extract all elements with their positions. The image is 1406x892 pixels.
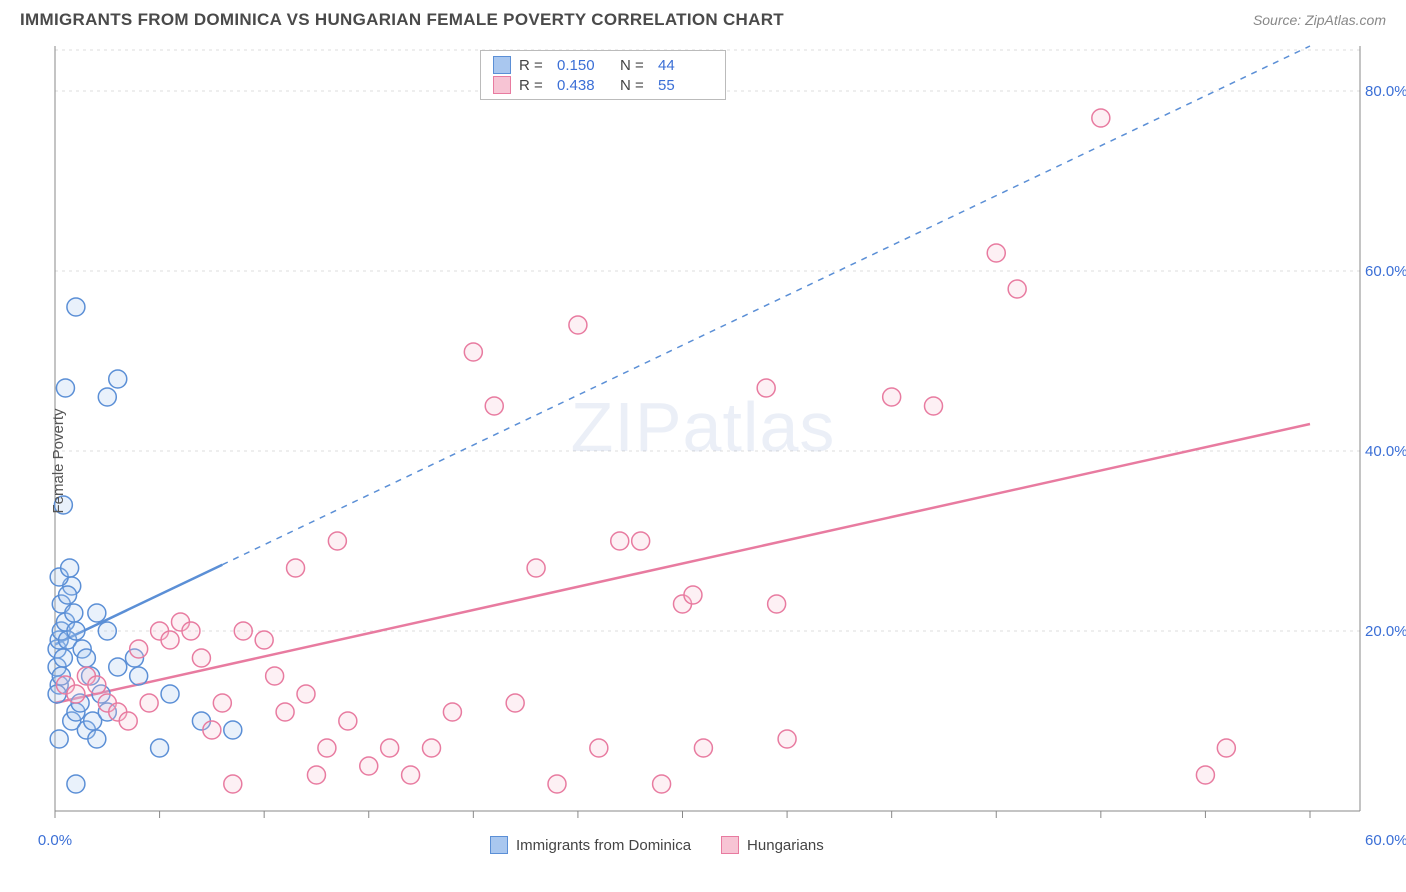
legend-n-value: 44: [658, 57, 713, 74]
series-legend-label: Hungarians: [747, 837, 824, 854]
legend-n-label: N =: [620, 77, 650, 94]
chart-title: IMMIGRANTS FROM DOMINICA VS HUNGARIAN FE…: [20, 10, 784, 30]
legend-r-value: 0.438: [557, 77, 612, 94]
legend-swatch: [493, 76, 511, 94]
legend-n-label: N =: [620, 57, 650, 74]
series-legend-label: Immigrants from Dominica: [516, 837, 691, 854]
svg-text:40.0%: 40.0%: [1365, 443, 1406, 460]
correlation-legend: R = 0.150 N = 44 R = 0.438 N = 55: [480, 50, 726, 100]
series-legend: Immigrants from Dominica Hungarians: [490, 836, 824, 854]
legend-row-dominica: R = 0.150 N = 44: [493, 55, 713, 75]
legend-swatch: [493, 56, 511, 74]
legend-swatch: [490, 836, 508, 854]
series-legend-item-hungarians: Hungarians: [721, 836, 824, 854]
chart-area: Female Poverty ZIPatlas 20.0%40.0%60.0%8…: [0, 36, 1406, 886]
svg-text:0.0%: 0.0%: [38, 832, 72, 849]
legend-row-hungarians: R = 0.438 N = 55: [493, 75, 713, 95]
chart-header: IMMIGRANTS FROM DOMINICA VS HUNGARIAN FE…: [0, 0, 1406, 36]
legend-r-label: R =: [519, 57, 549, 74]
legend-n-value: 55: [658, 77, 713, 94]
legend-swatch: [721, 836, 739, 854]
svg-text:20.0%: 20.0%: [1365, 623, 1406, 640]
chart-source: Source: ZipAtlas.com: [1253, 12, 1386, 28]
y-axis-label: Female Poverty: [50, 408, 67, 513]
legend-r-label: R =: [519, 77, 549, 94]
legend-r-value: 0.150: [557, 57, 612, 74]
scatter-plot-svg: 20.0% 40.0% 60.0% 80.0% 0.0% 60.0%: [0, 36, 1406, 886]
svg-text:60.0%: 60.0%: [1365, 263, 1406, 280]
svg-text:80.0%: 80.0%: [1365, 83, 1406, 100]
series-legend-item-dominica: Immigrants from Dominica: [490, 836, 691, 854]
svg-text:60.0%: 60.0%: [1365, 832, 1406, 849]
